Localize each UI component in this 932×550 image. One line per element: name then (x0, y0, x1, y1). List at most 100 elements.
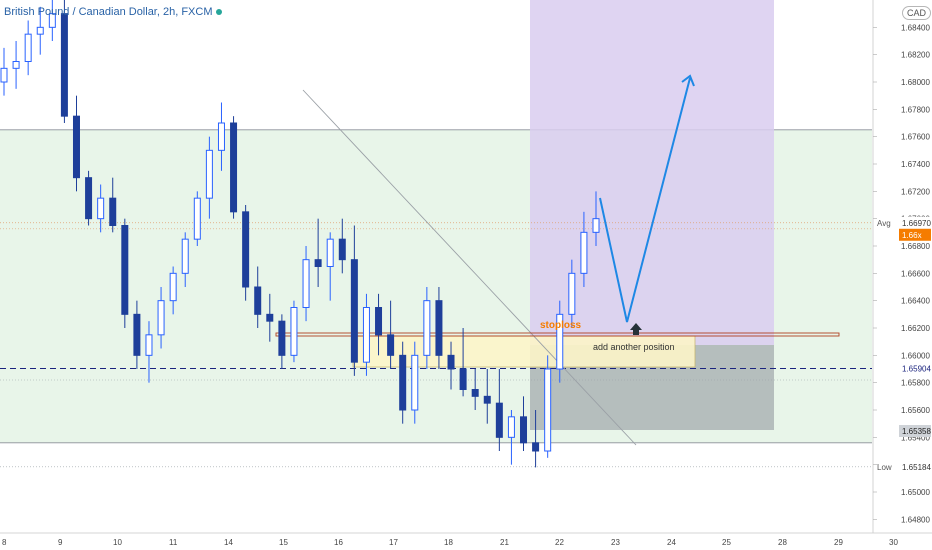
candle-body (387, 334, 395, 356)
candle-body (36, 26, 44, 35)
price-axis-label: 1.64800 (901, 515, 930, 524)
add-position-label: add another position (593, 342, 675, 352)
time-axis-label: 30 (889, 538, 898, 547)
price-axis-label: 1.68200 (901, 51, 930, 60)
candle-body (121, 225, 129, 315)
time-axis-label: 10 (113, 538, 122, 547)
price-axis-label: 1.65600 (901, 406, 930, 415)
price-axis-label: 1.68400 (901, 23, 930, 32)
time-axis-label: 25 (722, 538, 731, 547)
candle-body (60, 13, 68, 117)
candle-body (483, 395, 491, 404)
price-axis-label: 1.67200 (901, 187, 930, 196)
currency-chip[interactable]: CAD (902, 6, 932, 20)
time-axis-bg (0, 534, 873, 550)
time-axis-label: 16 (334, 538, 343, 547)
box-bottom-tag-bg (899, 425, 931, 437)
projection-path (599, 77, 691, 323)
candle-body (556, 313, 564, 370)
dashed-price-tag-text: 1.65904 (902, 364, 931, 373)
time-axis-label: 18 (444, 538, 453, 547)
candle-body (97, 197, 105, 220)
candle-body (0, 67, 8, 83)
time-axis-label: 9 (58, 538, 63, 547)
candle-body (350, 259, 358, 363)
candle-body (314, 259, 322, 267)
time-axis-label: 24 (667, 538, 676, 547)
avg-tag-prefix: Avg (877, 219, 891, 228)
time-axis-label: 17 (389, 538, 398, 547)
candle-body (254, 286, 262, 315)
candle-body (471, 389, 479, 397)
time-axis-label: 15 (279, 538, 288, 547)
price-axis-label: 1.67600 (901, 133, 930, 142)
time-axis-label: 8 (2, 538, 7, 547)
candle-body (544, 368, 552, 452)
trend-line (302, 89, 637, 446)
candle-body (568, 272, 576, 315)
candle-body (133, 313, 141, 356)
price-axis-label: 1.66200 (901, 324, 930, 333)
time-axis-label: 29 (834, 538, 843, 547)
time-axis-label: 28 (778, 538, 787, 547)
candle-body (217, 122, 225, 151)
current-price-tag-bg (899, 228, 931, 241)
candle-body (169, 272, 177, 302)
candle-body (592, 218, 600, 233)
purple-target-zone (530, 0, 774, 345)
candle-body (435, 300, 443, 356)
price-axis-label: 1.66400 (901, 297, 930, 306)
candle-body (507, 416, 515, 438)
price-axis-label: 1.65000 (901, 488, 930, 497)
candle-body (520, 416, 528, 444)
candle-body (302, 259, 310, 308)
candle-body (266, 313, 274, 322)
candle-body (85, 177, 93, 220)
candle-body (580, 231, 588, 274)
price-axis-label: 1.66600 (901, 269, 930, 278)
time-axis-label: 14 (224, 538, 233, 547)
price-axis-bg (873, 0, 932, 550)
price-axis-label: 1.67800 (901, 105, 930, 114)
candle-body (205, 149, 213, 199)
price-axis-label: 1.66800 (901, 242, 930, 251)
candle-body (459, 368, 467, 390)
candle-body (423, 300, 431, 356)
market-status-dot (215, 9, 222, 16)
current-price-tag-text: 1.66x (902, 231, 922, 240)
candle-body (447, 354, 455, 370)
avg-tag-text: 1.66970 (902, 219, 931, 228)
chart-title-text: British Pound / Canadian Dollar, 2h, FXC… (4, 6, 213, 18)
time-axis-label: 22 (555, 538, 564, 547)
candle-body (12, 61, 20, 69)
time-axis-label: 23 (611, 538, 620, 547)
price-axis-label: 1.65400 (901, 433, 930, 442)
candle-body (326, 238, 334, 268)
candle-body (24, 33, 32, 63)
chart-title: British Pound / Canadian Dollar, 2h, FXC… (4, 6, 222, 18)
candle-body (532, 442, 540, 452)
price-axis-label: 1.66000 (901, 351, 930, 360)
projection-arrowhead (681, 74, 695, 87)
stoploss-label: stoploss (540, 320, 582, 331)
low-tag-prefix: Low (877, 463, 892, 472)
price-axis-label: 1.65800 (901, 379, 930, 388)
candle-body (72, 115, 80, 179)
candle-body (48, 13, 56, 28)
candle-body (193, 197, 201, 240)
candle-body (495, 402, 503, 438)
candle-body (242, 211, 250, 288)
low-tag-bg (899, 460, 931, 473)
time-axis-label: 21 (500, 538, 509, 547)
avg-tag-bg (899, 216, 931, 229)
time-axis-label: 11 (169, 538, 178, 547)
candle-body (230, 122, 238, 213)
box-bottom-tag-text: 1.65358 (902, 427, 931, 436)
candle-body (399, 354, 407, 411)
candle-body (157, 300, 165, 336)
candle-body (109, 197, 117, 227)
price-axis-label: 1.67400 (901, 160, 930, 169)
candle-body (145, 334, 153, 356)
dashed-price-tag-bg (899, 362, 931, 375)
